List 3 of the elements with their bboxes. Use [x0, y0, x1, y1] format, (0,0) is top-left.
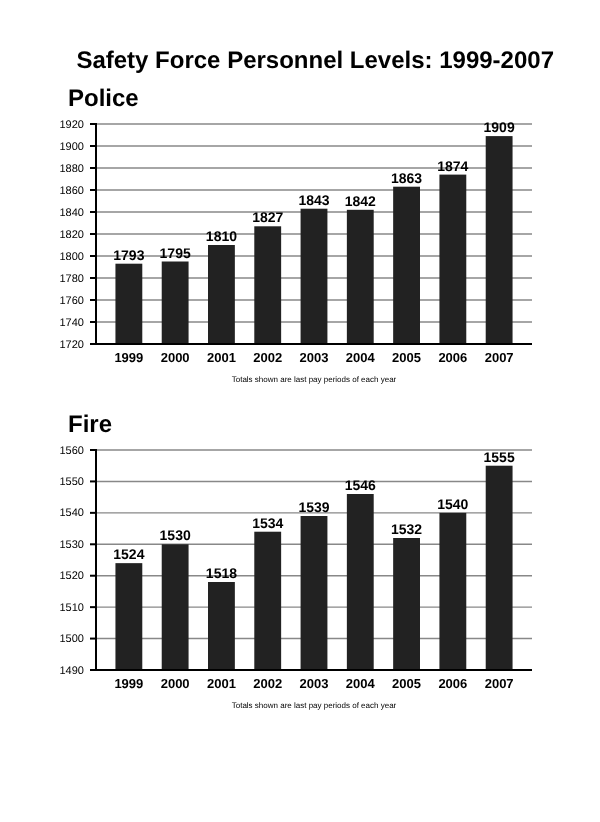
chart-subtitle: Fire [68, 410, 113, 438]
chart-subtitle: Police [68, 84, 140, 112]
chart-title: Safety Force Personnel Levels: 1999-2007 [76, 46, 555, 74]
